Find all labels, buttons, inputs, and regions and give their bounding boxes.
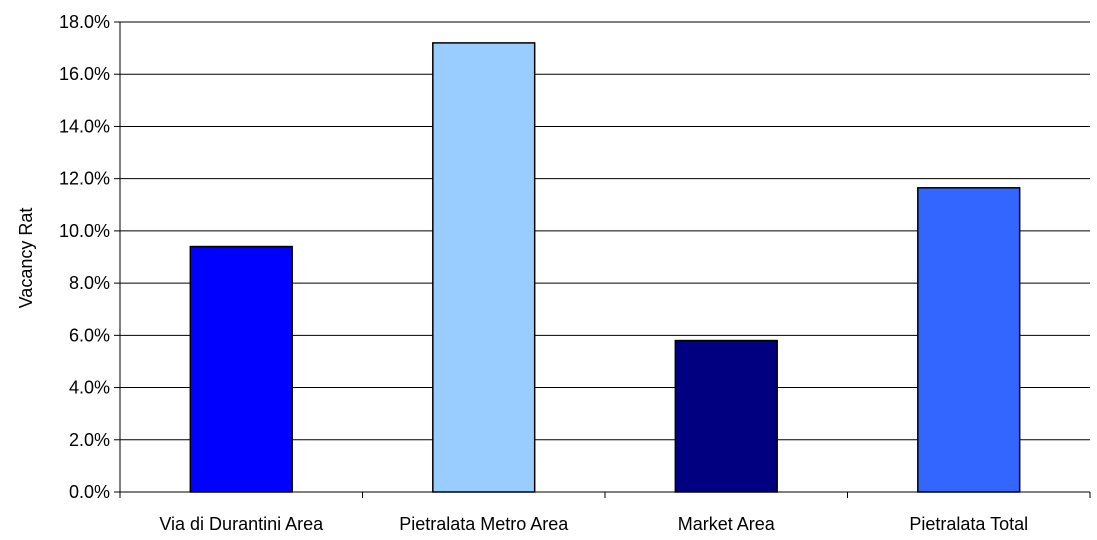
- axes: [114, 21, 1091, 498]
- x-tick-label: Via di Durantini Area: [159, 514, 324, 534]
- y-axis-title: Vacancy Rat: [16, 208, 36, 309]
- bar-3: [917, 187, 1021, 493]
- bars: [189, 42, 1021, 493]
- y-tick-label: 10.0%: [59, 221, 110, 241]
- bar-2: [674, 339, 778, 493]
- y-tick-label: 12.0%: [59, 169, 110, 189]
- y-tick-label: 0.0%: [69, 482, 110, 502]
- y-tick-label: 2.0%: [69, 430, 110, 450]
- y-tick-label: 18.0%: [59, 12, 110, 32]
- y-tick-label: 16.0%: [59, 64, 110, 84]
- bar-1: [432, 42, 536, 493]
- tick-labels: 0.0% 2.0% 4.0% 6.0% 8.0% 10.0% 12.0% 14.0% 16.0%…: [59, 12, 1028, 534]
- y-tick-label: 8.0%: [69, 273, 110, 293]
- y-tick-label: 6.0%: [69, 325, 110, 345]
- y-tick-label: 4.0%: [69, 378, 110, 398]
- x-tick-label: Pietralata Metro Area: [399, 514, 569, 534]
- bar-0: [189, 245, 293, 493]
- y-tick-label: 14.0%: [59, 116, 110, 136]
- x-tick-label: Market Area: [678, 514, 776, 534]
- x-tick-label: Pietralata Total: [909, 514, 1028, 534]
